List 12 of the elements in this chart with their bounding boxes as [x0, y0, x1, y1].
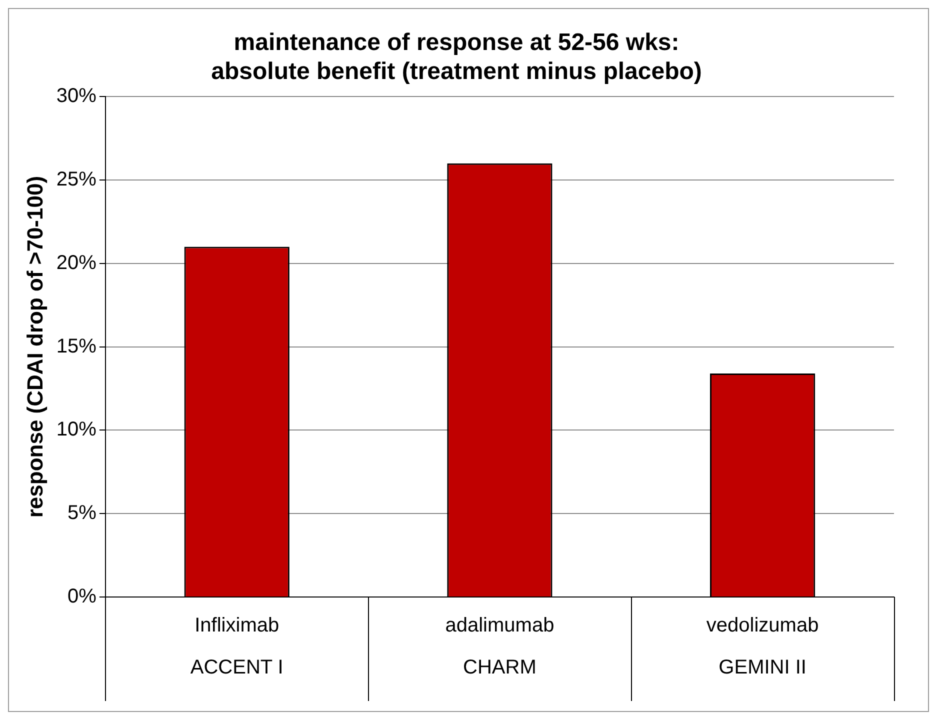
- x-tick-label: Infliximab ACCENT I: [190, 614, 284, 679]
- x-tick-label: vedolizumab GEMINI II: [706, 614, 819, 679]
- y-tick-label: 10%: [56, 418, 97, 441]
- y-tick-label: 20%: [56, 252, 97, 274]
- chart-title: maintenance of response at 52-56 wks: absolute benefit (treatment minus placebo): [211, 29, 702, 85]
- y-tick-label: 30%: [56, 85, 97, 108]
- y-tick-label: 0%: [68, 586, 97, 608]
- y-axis-title: response (CDAI drop of >70-100): [22, 176, 48, 518]
- x-tick-label: adalimumab CHARM: [445, 614, 554, 679]
- y-tick-label: 5%: [68, 502, 97, 524]
- y-tick-label: 25%: [56, 168, 97, 191]
- y-tick-label: 15%: [56, 335, 97, 358]
